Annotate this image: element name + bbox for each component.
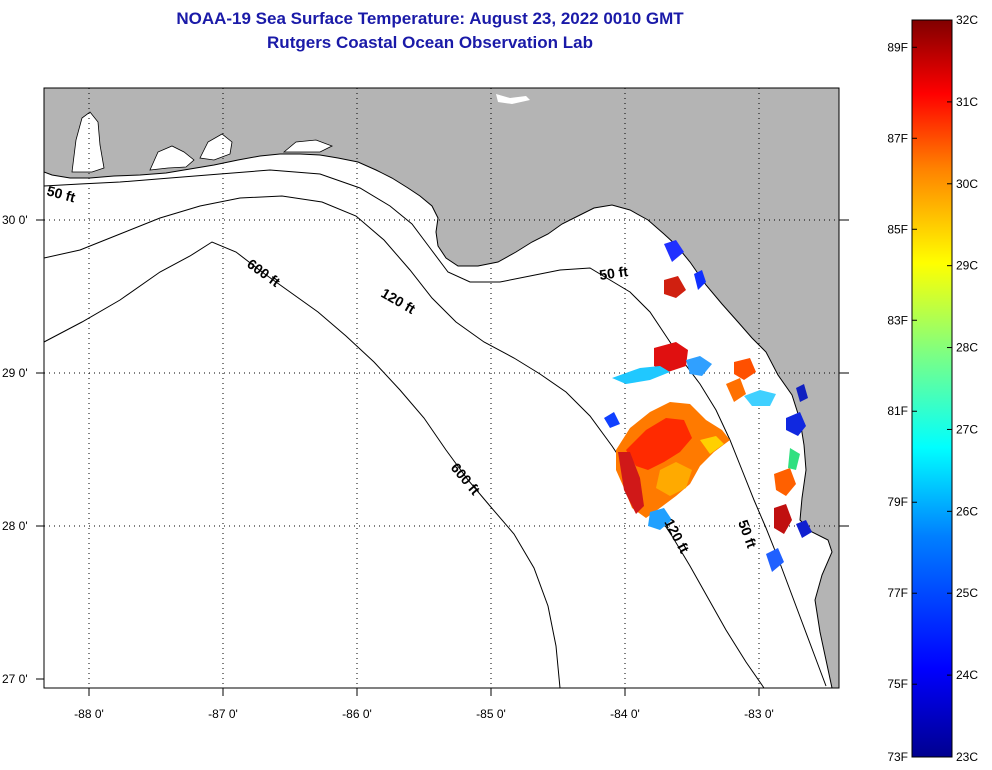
colorbar-celsius-label: 31C xyxy=(956,95,978,109)
sst-patch xyxy=(766,548,784,572)
colorbar-fahrenheit-label: 73F xyxy=(887,750,908,764)
sst-patch xyxy=(612,366,670,384)
colorbar-celsius-label: 23C xyxy=(956,750,978,764)
map-subtitle: Rutgers Coastal Ocean Observation Lab xyxy=(267,33,593,52)
sst-patch xyxy=(604,412,620,428)
sst-patch xyxy=(774,504,792,534)
colorbar-fahrenheit-label: 81F xyxy=(887,404,908,418)
lat-label: 28 0' xyxy=(2,519,28,533)
colorbar-celsius-labels: 32C 31C 30C 29C 28C 27C 26C 25C 24C 23C xyxy=(956,13,978,764)
lon-label: -85 0' xyxy=(476,707,506,721)
lat-label: 27 0' xyxy=(2,672,28,686)
contour-label-50ft-west: 50 ft xyxy=(45,182,77,205)
map-title: NOAA-19 Sea Surface Temperature: August … xyxy=(176,9,684,28)
sst-patch xyxy=(796,520,812,538)
sst-patch xyxy=(648,508,672,530)
sst-patch xyxy=(788,448,800,470)
sst-patch xyxy=(796,384,808,402)
sst-patch xyxy=(616,402,730,518)
lon-label: -88 0' xyxy=(74,707,104,721)
lake xyxy=(496,94,530,104)
axis-ticks xyxy=(36,219,849,696)
sst-patch xyxy=(686,356,712,376)
sst-patch xyxy=(664,240,684,262)
sst-patch xyxy=(694,270,706,290)
contour-label-50ft-north: 50 ft xyxy=(598,263,629,283)
lon-label: -84 0' xyxy=(610,707,640,721)
sst-patch xyxy=(774,468,796,496)
bay xyxy=(199,133,233,161)
sst-patch xyxy=(700,436,724,454)
sst-patch xyxy=(726,378,746,402)
colorbar-fahrenheit-label: 83F xyxy=(887,313,908,327)
sst-patch xyxy=(664,276,686,298)
colorbar-celsius-label: 30C xyxy=(956,177,978,191)
sst-data xyxy=(604,240,812,572)
contour-120ft xyxy=(44,195,765,688)
sst-patch xyxy=(618,452,644,514)
colorbar-fahrenheit-label: 77F xyxy=(887,586,908,600)
colorbar-fahrenheit-label: 89F xyxy=(887,40,908,54)
bay xyxy=(71,111,105,173)
colorbar-fahrenheit-labels: 89F 87F 85F 83F 81F 79F 77F 75F 73F xyxy=(887,40,908,764)
sst-patch xyxy=(786,412,806,436)
lat-label: 30 0' xyxy=(2,213,28,227)
sst-patch xyxy=(744,390,776,406)
colorbar-celsius-label: 32C xyxy=(956,13,978,27)
contour-600ft xyxy=(44,241,561,688)
lon-label: -86 0' xyxy=(342,707,372,721)
colorbar-celsius-label: 27C xyxy=(956,422,978,436)
lon-label: -87 0' xyxy=(208,707,238,721)
colorbar-celsius-label: 25C xyxy=(956,586,978,600)
sst-patch xyxy=(656,462,692,496)
graticule xyxy=(44,88,839,688)
colorbar-celsius-label: 24C xyxy=(956,668,978,682)
bay xyxy=(149,145,195,171)
colorbar xyxy=(911,19,953,758)
sst-patch xyxy=(734,358,756,380)
lon-label: -83 0' xyxy=(744,707,774,721)
colorbar-ticks xyxy=(912,19,952,758)
colorbar-celsius-label: 29C xyxy=(956,259,978,273)
colorbar-celsius-label: 28C xyxy=(956,341,978,355)
colorbar-fahrenheit-label: 75F xyxy=(887,677,908,691)
lat-label: 29 0' xyxy=(2,366,28,380)
map-border xyxy=(43,87,840,689)
sst-patch xyxy=(654,342,688,372)
colorbar-fahrenheit-label: 87F xyxy=(887,131,908,145)
bay xyxy=(282,139,333,153)
colorbar-fahrenheit-label: 79F xyxy=(887,495,908,509)
colorbar-celsius-label: 26C xyxy=(956,504,978,518)
contour-50ft xyxy=(44,169,827,687)
sst-patch xyxy=(626,418,692,470)
colorbar-fahrenheit-label: 85F xyxy=(887,222,908,236)
